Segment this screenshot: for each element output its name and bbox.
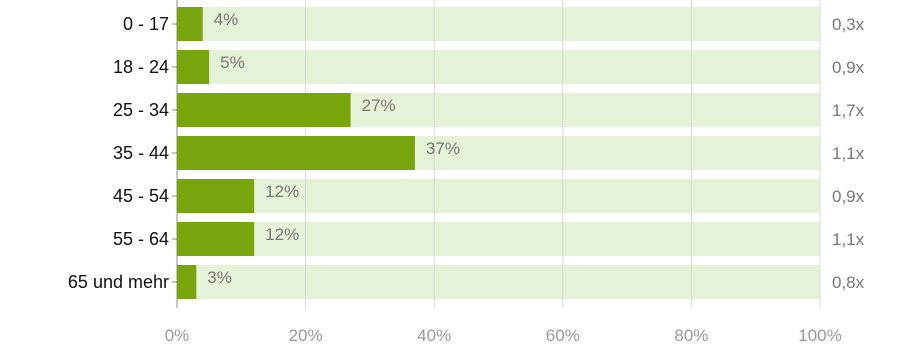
ratio-label: 1,1x: [832, 144, 865, 163]
bar-track: [177, 179, 820, 213]
bar-track: [177, 50, 820, 84]
value-label: 12%: [265, 182, 299, 201]
ratio-label: 1,7x: [832, 101, 865, 120]
category-label: 45 - 54: [113, 186, 169, 206]
category-label: 55 - 64: [113, 229, 169, 249]
bar: [177, 265, 197, 299]
bar-track: [177, 7, 820, 41]
value-label: 12%: [265, 225, 299, 244]
ratio-label: 0,9x: [832, 187, 865, 206]
bar: [177, 179, 255, 213]
bar-track: [177, 265, 820, 299]
x-tick-label: 0%: [165, 326, 190, 344]
value-label: 5%: [220, 53, 245, 72]
bar: [177, 93, 351, 127]
category-label: 25 - 34: [113, 100, 169, 120]
category-label: 65 und mehr: [68, 272, 169, 292]
x-tick-label: 20%: [289, 326, 323, 344]
bar: [177, 7, 203, 41]
value-label: 37%: [426, 139, 460, 158]
bar-track: [177, 222, 820, 256]
x-tick-label: 100%: [798, 326, 841, 344]
value-label: 4%: [214, 10, 239, 29]
ratio-label: 0,3x: [832, 15, 865, 34]
ratio-label: 0,9x: [832, 58, 865, 77]
bar: [177, 136, 415, 170]
category-label: 0 - 17: [123, 14, 169, 34]
bar: [177, 222, 255, 256]
category-label: 35 - 44: [113, 143, 169, 163]
value-label: 3%: [207, 268, 232, 287]
ratio-label: 1,1x: [832, 230, 865, 249]
category-label: 18 - 24: [113, 57, 169, 77]
bar: [177, 50, 210, 84]
x-tick-label: 80%: [674, 326, 708, 344]
x-tick-label: 40%: [417, 326, 451, 344]
value-label: 27%: [362, 96, 396, 115]
ratio-label: 0,8x: [832, 273, 865, 292]
x-tick-label: 60%: [546, 326, 580, 344]
